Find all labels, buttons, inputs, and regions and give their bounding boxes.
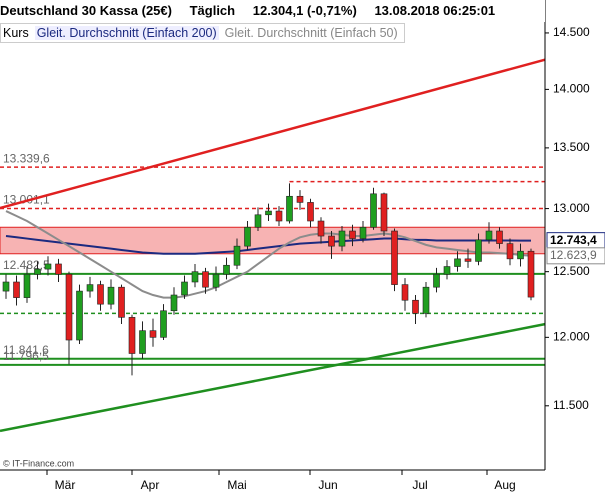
candle-body	[107, 286, 115, 305]
candle-body	[212, 273, 220, 288]
candle-body	[496, 230, 503, 244]
candle-body	[422, 286, 430, 314]
candle-body	[181, 281, 188, 296]
candle-body	[223, 264, 230, 275]
candle-body	[454, 258, 461, 267]
legend-item: Kurs	[3, 26, 29, 40]
candle-body	[338, 230, 346, 247]
x-tick-label: Aug	[494, 478, 515, 492]
trendline	[0, 322, 546, 433]
candle-body	[265, 210, 272, 216]
interval: Täglich	[189, 3, 236, 18]
candle-body	[506, 243, 514, 260]
candle-body	[97, 284, 104, 305]
source: © IT-Finance.com	[3, 458, 74, 468]
candle-body	[128, 317, 136, 354]
candle-body	[475, 239, 482, 262]
price-tag: 12.623,9	[550, 248, 597, 262]
candle-body	[13, 281, 20, 298]
level-label: 13.339,6	[3, 151, 50, 165]
candle-body	[380, 193, 388, 232]
candle-body	[370, 193, 377, 228]
candle-body	[296, 195, 304, 203]
candle-body	[149, 330, 157, 338]
candle-body	[76, 290, 83, 341]
candle-body	[359, 226, 367, 239]
candle-body	[23, 273, 31, 298]
candle-body	[170, 294, 178, 312]
x-tick-label: Jul	[412, 478, 427, 492]
x-tick-label: Apr	[141, 478, 160, 492]
moving-average	[5, 235, 532, 255]
x-tick-label: Mai	[227, 478, 246, 492]
y-tick-label: 14.500	[553, 25, 590, 39]
last-price: 12.304,1 (-0,71%)	[252, 3, 357, 18]
y-tick-label: 11.500	[553, 398, 589, 412]
candle-body	[433, 273, 440, 288]
candle-body	[307, 202, 314, 222]
candle-body	[328, 235, 335, 247]
candle-body	[2, 281, 10, 292]
candle-body	[160, 310, 167, 338]
timestamp: 13.08.2018 06:25:01	[374, 3, 496, 18]
price-tag: 12.743,4	[550, 233, 597, 247]
x-tick-label: Jun	[318, 478, 337, 492]
level-label: 11.796,5	[3, 349, 49, 363]
y-tick-label: 13.000	[553, 201, 590, 215]
trendline	[0, 58, 546, 210]
candle-body	[527, 250, 535, 298]
moving-average	[5, 210, 532, 299]
y-tick-label: 14.000	[553, 82, 590, 96]
candle-body	[275, 210, 283, 222]
candle-body	[244, 226, 251, 247]
candle-body	[391, 230, 398, 285]
candle-body	[485, 230, 493, 241]
candle-body	[202, 271, 209, 288]
candle-body	[55, 263, 62, 275]
candle-body	[443, 266, 451, 275]
header: Deutschland 30 Kassa (25€) Täglich 12.30…	[0, 0, 545, 22]
candle-body	[286, 195, 293, 222]
legend: Kurs Gleit. Durchschnitt (Einfach 200) Gle…	[0, 23, 405, 43]
x-tick-label: Mär	[55, 478, 76, 492]
level-label: 12.482,5	[3, 258, 50, 272]
candle-body	[517, 250, 524, 260]
candle-body	[191, 271, 199, 283]
candle-body	[317, 220, 325, 237]
candle-body	[233, 245, 241, 266]
price-tag-bg	[546, 247, 605, 265]
y-tick-label: 12.000	[553, 330, 590, 344]
candle-body	[44, 263, 52, 270]
candle-body	[139, 330, 146, 354]
candle-body	[65, 273, 73, 341]
candle-body	[254, 214, 262, 228]
legend-item: Gleit. Durchschnitt (Einfach 50)	[224, 26, 398, 40]
candle-body	[86, 284, 94, 292]
candle-body	[34, 268, 41, 275]
candle-body	[349, 230, 356, 239]
y-tick-label: 13.500	[553, 140, 590, 154]
y-tick-label: 12.500	[553, 264, 590, 278]
candle-body	[118, 286, 125, 318]
candle-body	[412, 299, 419, 314]
title: Deutschland 30 Kassa (25€)	[0, 3, 172, 18]
level-label: 11.841,6	[3, 343, 49, 357]
candle-body	[401, 284, 409, 301]
candle-body	[464, 258, 472, 262]
legend-item: Gleit. Durchschnitt (Einfach 200)	[34, 26, 219, 40]
